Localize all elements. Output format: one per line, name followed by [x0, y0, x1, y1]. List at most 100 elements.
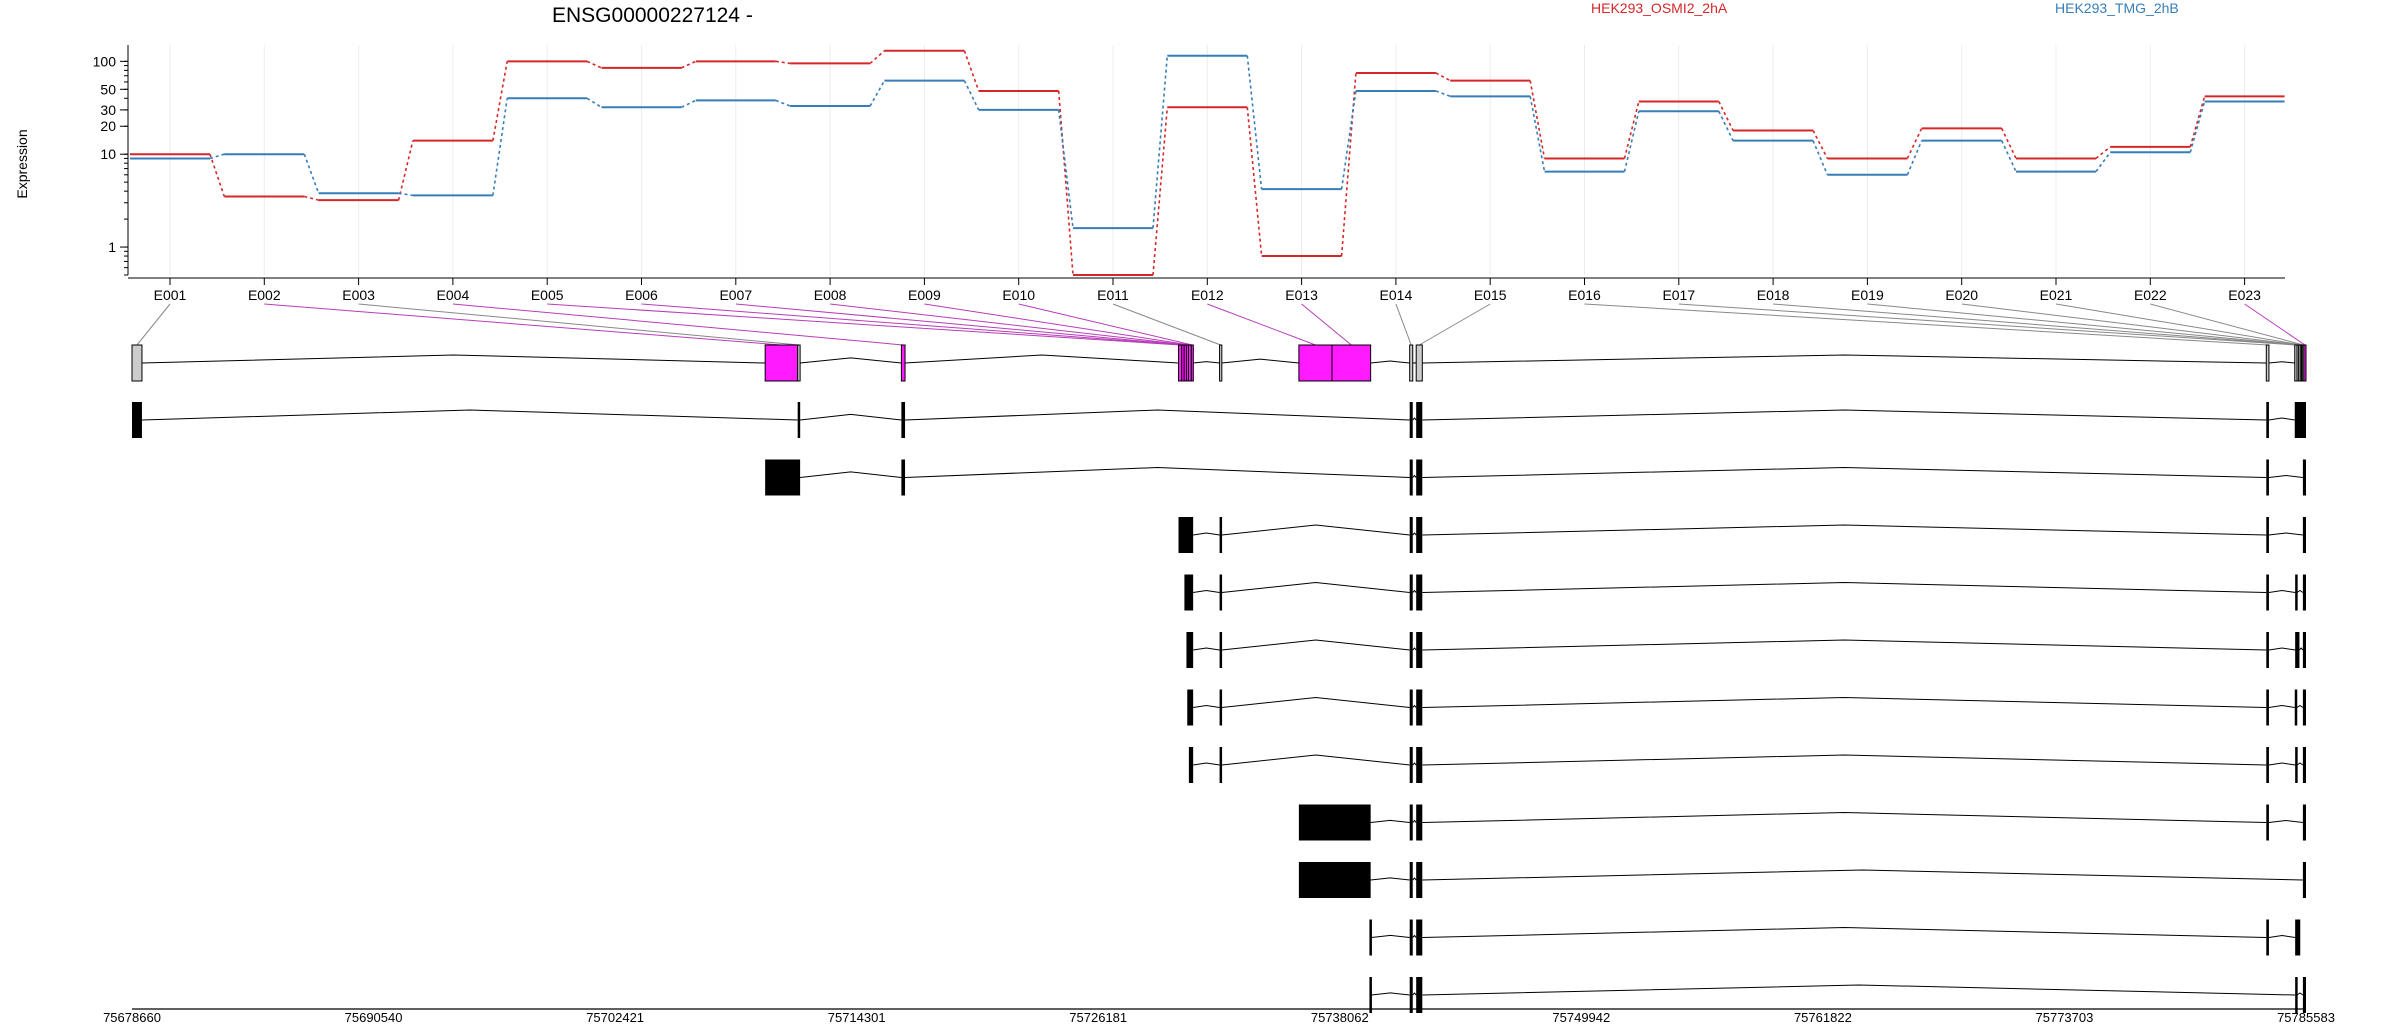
gene-exon — [2303, 344, 2307, 382]
genomic-tick-label: 75726181 — [1069, 1010, 1127, 1025]
transcript-exon — [1178, 517, 1194, 553]
expression-connector — [1529, 96, 1546, 172]
expression-connector — [398, 192, 414, 197]
exon-label: E001 — [154, 287, 187, 303]
transcript-exon — [2295, 919, 2301, 956]
transcript-intron — [1412, 934, 1417, 938]
transcript-exon — [1416, 862, 1423, 898]
expression-connector — [2189, 96, 2206, 148]
transcript — [1188, 747, 2306, 783]
transcript-exon — [1416, 804, 1423, 841]
genomic-tick-label: 75738062 — [1311, 1010, 1369, 1025]
x-axis: E001 E002 E003 E004 E005 E006 E007 E008 E009 E010… — [128, 277, 2285, 303]
transcript-intron — [2268, 934, 2296, 938]
exon-label: E003 — [342, 287, 375, 303]
exon-label: E006 — [625, 287, 658, 303]
gene-exon — [1219, 344, 1223, 382]
transcript-intron — [2268, 474, 2303, 478]
gene-exon — [1298, 344, 1333, 382]
exon-connector — [1207, 303, 1316, 346]
transcript-intron — [1412, 704, 1417, 708]
transcript-exon — [2266, 402, 2269, 438]
transcript-exon — [2266, 747, 2269, 783]
transcript-intron — [1412, 532, 1417, 536]
exon-connector — [641, 303, 1184, 346]
gene-intron — [905, 354, 1179, 364]
expression-connector — [2000, 127, 2017, 159]
exon-label: E018 — [1757, 287, 1790, 303]
expression-connector — [681, 60, 697, 69]
exon-label: E009 — [908, 287, 941, 303]
expression-connector — [1812, 130, 1829, 159]
transcript-exon — [2295, 574, 2298, 611]
transcript-intron — [2296, 992, 2304, 996]
transcript-intron — [1193, 704, 1220, 708]
legend-entry-osmi2: HEK293_OSMI2_2hA — [1591, 0, 1728, 16]
expression-connector — [1718, 110, 1734, 141]
transcript-intron — [1422, 926, 2267, 938]
transcript-exon — [1369, 977, 1372, 1013]
transcript-exon — [1409, 919, 1413, 956]
exon-connector — [1112, 303, 1221, 346]
transcript-exon — [1187, 689, 1194, 726]
expression-connector — [1246, 107, 1263, 257]
transcript-exon — [901, 402, 906, 438]
transcript-exon — [1409, 747, 1413, 783]
expression-connector — [1529, 80, 1546, 159]
transcript-intron — [1422, 984, 2296, 996]
expression-connector — [2000, 140, 2017, 172]
gene-exon — [131, 344, 143, 382]
transcript-intron — [141, 409, 798, 421]
transcript-exon — [2266, 919, 2269, 956]
transcript-intron — [1412, 992, 1417, 996]
transcript-exon — [1409, 517, 1413, 553]
transcript-exon — [2302, 459, 2306, 496]
exon-connector — [735, 303, 1186, 346]
transcript-intron — [1422, 409, 2267, 421]
transcript-exon — [1416, 747, 1423, 783]
transcript-exon — [1219, 689, 1223, 726]
transcript-intron — [1412, 589, 1417, 593]
gene-intron — [800, 357, 902, 364]
transcript-exon — [2294, 689, 2298, 726]
expression-connector — [681, 99, 697, 109]
genomic-tick-label: 75749942 — [1552, 1010, 1610, 1025]
transcript-intron — [2268, 762, 2296, 766]
genomic-tick-label: 75702421 — [586, 1010, 644, 1025]
transcript-intron — [2296, 762, 2304, 766]
transcript — [1369, 919, 2301, 956]
gene-exon — [797, 344, 801, 382]
exon-label: E011 — [1097, 287, 1129, 303]
transcript-intron — [1193, 532, 1220, 536]
exon-connector — [1867, 303, 2300, 346]
chart-title: ENSG00000227124 - — [552, 4, 753, 27]
gene-intron — [2268, 361, 2295, 364]
expression-connector — [1340, 90, 1357, 190]
exon-label: E015 — [1474, 287, 1507, 303]
exon-connector — [1773, 303, 2298, 346]
transcript-exon — [1409, 862, 1413, 898]
genomic-tick-label: 75714301 — [828, 1010, 886, 1025]
transcript-exon — [2302, 517, 2306, 553]
transcript-intron — [2268, 819, 2303, 823]
transcript-exon — [1184, 574, 1194, 611]
transcript-intron — [1422, 639, 2267, 651]
transcript-intron — [800, 471, 902, 478]
transcript-intron — [1193, 762, 1220, 766]
transcript-intron — [1422, 869, 2303, 881]
gene-exon — [1415, 344, 1423, 382]
y-tick-label: 1 — [108, 239, 116, 255]
exon-connector — [830, 303, 1188, 346]
exon-label: E008 — [814, 287, 847, 303]
transcript-intron — [1422, 696, 2267, 708]
expression-connector — [869, 50, 885, 65]
transcript-intron — [905, 409, 1410, 421]
expression-connector — [775, 99, 791, 107]
transcript — [1369, 977, 2306, 1013]
expression-connector — [1906, 140, 1923, 176]
transcript-intron — [1221, 754, 1410, 766]
expression-connector — [1340, 72, 1357, 257]
transcript-intron — [1221, 696, 1410, 708]
expression-connector — [586, 60, 602, 69]
